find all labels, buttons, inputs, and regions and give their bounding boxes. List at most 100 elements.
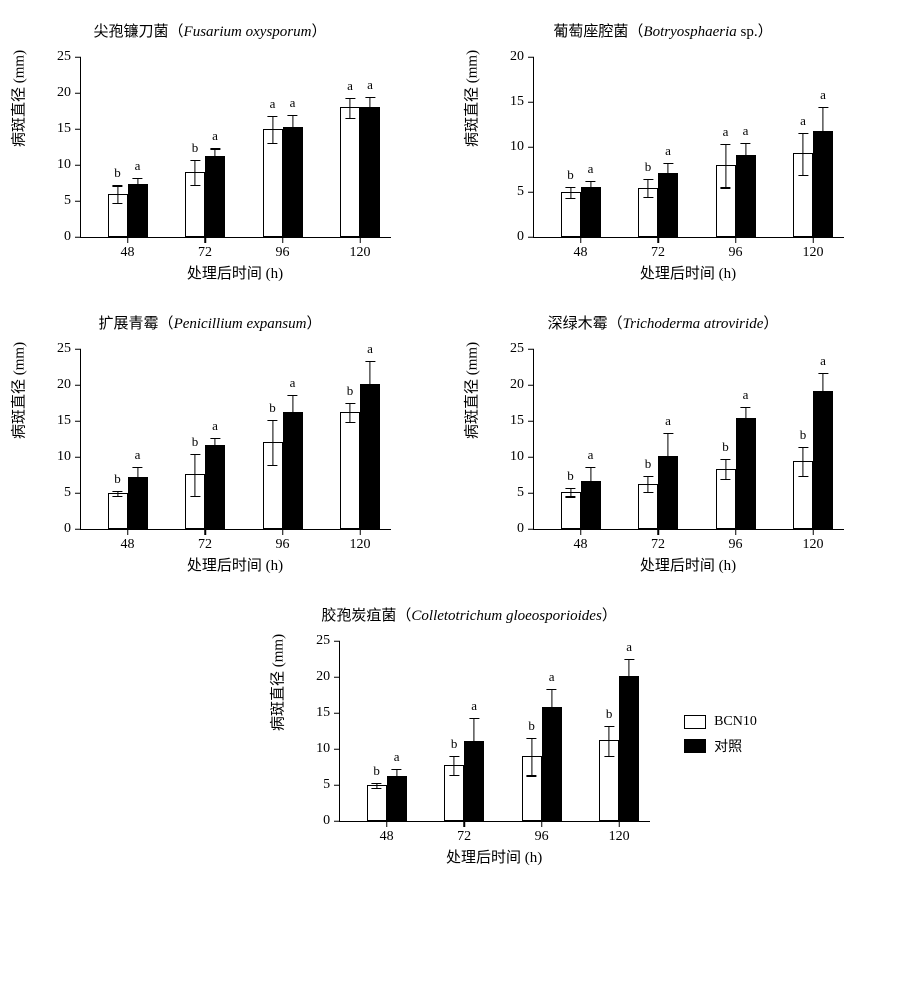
bar-BCN10: b xyxy=(444,765,464,821)
bar-group: ba xyxy=(793,391,833,529)
error-bar xyxy=(474,718,475,764)
error-bar xyxy=(667,163,668,183)
bar-control: a xyxy=(581,481,601,529)
error-bar xyxy=(369,361,370,409)
error-bar xyxy=(609,726,610,758)
bar-control: a xyxy=(128,184,148,237)
title-chinese: 扩展青霉 xyxy=(99,316,159,332)
bar-BCN10: b xyxy=(561,192,581,237)
bar-control: a xyxy=(542,707,562,821)
significance-letter: b xyxy=(269,400,276,416)
error-bar xyxy=(137,467,138,487)
x-tick: 96 xyxy=(729,237,743,261)
significance-letter: b xyxy=(645,456,652,472)
bar-BCN10: b xyxy=(561,492,581,529)
x-axis-label: 处理后时间 (h) xyxy=(339,846,649,867)
bar-group: ba xyxy=(599,676,639,821)
significance-letter: a xyxy=(665,143,671,159)
panel-botryosphaeria: 葡萄座腔菌（Botryosphaeria sp.）051015204872961… xyxy=(463,20,863,282)
error-bar xyxy=(802,447,803,477)
bar-BCN10: b xyxy=(108,493,128,529)
x-tick: 96 xyxy=(276,529,290,553)
bar-group: aa xyxy=(340,107,380,237)
error-bar xyxy=(214,148,215,162)
y-tick: 10 xyxy=(57,449,81,465)
y-tick: 5 xyxy=(64,193,81,209)
significance-letter: a xyxy=(290,95,296,111)
error-bar xyxy=(117,185,118,204)
significance-letter: b xyxy=(606,706,613,722)
bar-group: ba xyxy=(108,477,148,529)
x-tick: 72 xyxy=(457,821,471,845)
x-tick: 72 xyxy=(651,237,665,261)
x-tick: 96 xyxy=(276,237,290,261)
significance-letter: a xyxy=(290,375,296,391)
chart-area: 0510152025487296120babababa病斑直径 (mm)处理后时… xyxy=(269,631,669,866)
bar-group: aa xyxy=(716,155,756,237)
bar-control: a xyxy=(283,127,303,237)
bar-group: ba xyxy=(638,173,678,237)
panel-title: 尖孢镰刀菌（Fusarium oxysporum） xyxy=(10,20,410,41)
y-tick: 0 xyxy=(517,521,534,537)
y-axis-label: 病斑直径 (mm) xyxy=(461,50,482,147)
bar-BCN10: b xyxy=(185,172,205,237)
y-tick: 10 xyxy=(57,157,81,173)
error-bar xyxy=(292,395,293,430)
x-tick: 120 xyxy=(803,529,824,553)
legend-item: 对照 xyxy=(684,736,757,756)
significance-letter: b xyxy=(567,167,574,183)
plot: 0510152025487296120babababa xyxy=(339,641,650,822)
bar-control: a xyxy=(464,741,484,821)
error-bar xyxy=(667,433,668,481)
bar-BCN10: a xyxy=(263,129,283,237)
significance-letter: a xyxy=(800,113,806,129)
panel-title: 深绿木霉（Trichoderma atroviride） xyxy=(463,312,863,333)
bar-group: aa xyxy=(263,127,303,237)
bar-group: ba xyxy=(367,776,407,821)
legend: BCN10 对照 xyxy=(684,708,757,762)
bar-control: a xyxy=(658,173,678,237)
bar-control: a xyxy=(205,156,225,237)
significance-letter: a xyxy=(270,96,276,112)
significance-letter: a xyxy=(743,387,749,403)
significance-letter: a xyxy=(135,447,141,463)
x-tick: 48 xyxy=(380,821,394,845)
error-bar xyxy=(647,179,648,199)
title-chinese: 深绿木霉 xyxy=(548,316,608,332)
significance-letter: b xyxy=(192,140,199,156)
significance-letter: b xyxy=(451,736,458,752)
bar-control: a xyxy=(736,155,756,237)
bar-BCN10: b xyxy=(367,785,387,821)
significance-letter: b xyxy=(114,165,121,181)
bar-group: aa xyxy=(793,131,833,237)
panel-title: 胶孢炭疽菌（Colletotrichum gloeosporioides） xyxy=(269,604,669,625)
y-tick: 25 xyxy=(510,341,534,357)
significance-letter: a xyxy=(471,698,477,714)
bar-control: a xyxy=(283,412,303,529)
chart-area: 0510152025487296120babababa病斑直径 (mm)处理后时… xyxy=(10,339,410,574)
bar-BCN10: b xyxy=(638,188,658,238)
y-tick: 15 xyxy=(510,413,534,429)
error-bar xyxy=(725,459,726,481)
x-tick: 48 xyxy=(574,529,588,553)
x-tick: 48 xyxy=(121,237,135,261)
bar-control: a xyxy=(360,384,380,529)
y-tick: 20 xyxy=(316,669,340,685)
title-latin: Fusarium oxysporum xyxy=(184,24,312,40)
legend-item: BCN10 xyxy=(684,714,757,730)
error-bar xyxy=(590,467,591,496)
y-tick: 0 xyxy=(64,229,81,245)
error-bar xyxy=(570,488,571,498)
bar-BCN10: b xyxy=(340,412,360,529)
error-bar xyxy=(745,407,746,430)
significance-letter: a xyxy=(394,749,400,765)
panel-penicillium: 扩展青霉（Penicillium expansum）05101520254872… xyxy=(10,312,410,574)
error-bar xyxy=(369,97,370,119)
error-bar xyxy=(531,738,532,777)
significance-letter: b xyxy=(347,383,354,399)
error-bar xyxy=(194,454,195,497)
panel-fusarium: 尖孢镰刀菌（Fusarium oxysporum）051015202548729… xyxy=(10,20,410,282)
x-axis-label: 处理后时间 (h) xyxy=(533,554,843,575)
error-bar xyxy=(272,420,273,466)
y-tick: 20 xyxy=(57,377,81,393)
